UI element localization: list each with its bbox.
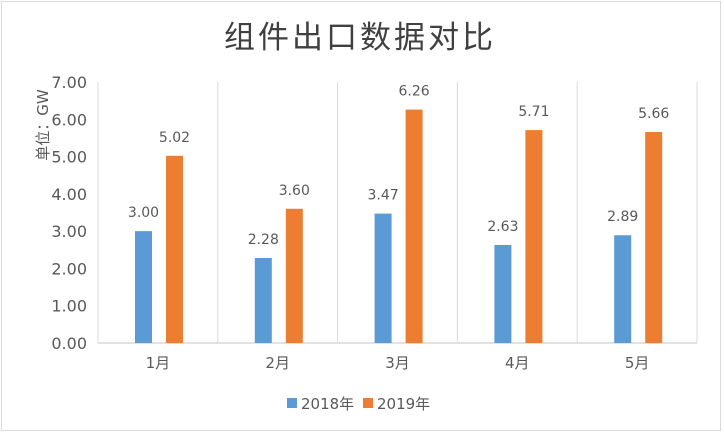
bar-2018: [374, 213, 392, 343]
bar-2019: [525, 130, 543, 343]
bar-2018: [614, 235, 632, 343]
legend-label: 2018年: [301, 395, 354, 413]
y-tick-label: 4.00: [51, 185, 87, 204]
y-tick-label: 1.00: [51, 297, 87, 316]
data-label: 6.26: [399, 84, 430, 100]
bar-2019: [285, 208, 303, 343]
bar-2018: [135, 231, 152, 343]
data-label: 2.28: [248, 232, 279, 248]
bar-2019: [166, 155, 183, 343]
x-tick-label: 1月: [146, 354, 171, 372]
x-tick-label: 4月: [505, 354, 530, 372]
data-label: 5.71: [518, 104, 549, 120]
data-label: 3.47: [368, 188, 399, 204]
x-tick-label: 3月: [385, 354, 410, 372]
x-tick-label: 5月: [625, 354, 650, 372]
data-label: 5.02: [159, 130, 190, 146]
y-tick-label: 7.00: [51, 73, 87, 92]
y-tick-label: 5.00: [51, 148, 87, 167]
bar-2019: [405, 109, 423, 343]
chart-title: 组件出口数据对比: [224, 20, 496, 56]
bar-2018: [494, 244, 512, 343]
legend-label: 2019年: [377, 395, 430, 413]
data-label: 3.00: [128, 205, 159, 221]
y-tick-label: 0.00: [51, 334, 87, 353]
data-label: 5.66: [638, 106, 669, 122]
y-tick-label: 2.00: [51, 259, 87, 278]
data-label: 2.89: [607, 209, 638, 225]
legend-swatch-2018年: [287, 398, 297, 408]
bar-2019: [645, 131, 663, 343]
data-label: 2.63: [487, 219, 518, 235]
y-axis-label: 单位：GW: [34, 89, 52, 161]
x-tick-label: 2月: [265, 354, 290, 372]
data-label: 3.60: [279, 183, 310, 199]
y-tick-label: 3.00: [51, 222, 87, 241]
bar-2018: [254, 257, 272, 343]
legend-swatch-2019年: [363, 398, 373, 408]
y-tick-label: 6.00: [51, 110, 87, 129]
